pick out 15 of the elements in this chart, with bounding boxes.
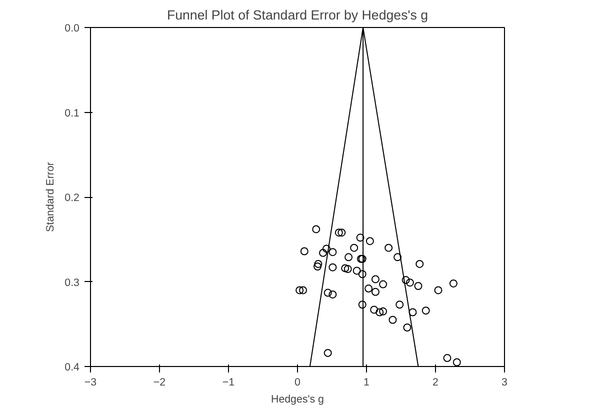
x-tick-label: 1 xyxy=(364,376,370,388)
y-tick-label: 0.0 xyxy=(64,22,80,34)
x-tick-label: 3 xyxy=(502,376,508,388)
x-tick-label: −1 xyxy=(222,376,235,388)
y-tick-label: 0.1 xyxy=(64,107,80,120)
y-tick-label: 0.2 xyxy=(64,192,80,204)
chart-title: Funnel Plot of Standard Error by Hedges's g xyxy=(166,8,428,22)
x-tick-label: −2 xyxy=(153,376,166,388)
x-tick-label: −3 xyxy=(84,376,97,388)
y-tick-label: 0.4 xyxy=(64,362,80,374)
x-tick-label: 2 xyxy=(432,376,439,388)
x-tick-label: 0 xyxy=(294,376,301,388)
x-axis-title: Hedges's g xyxy=(271,394,324,406)
y-axis-title: Standard Error xyxy=(44,162,57,232)
y-tick-label: 0.3 xyxy=(64,276,80,289)
